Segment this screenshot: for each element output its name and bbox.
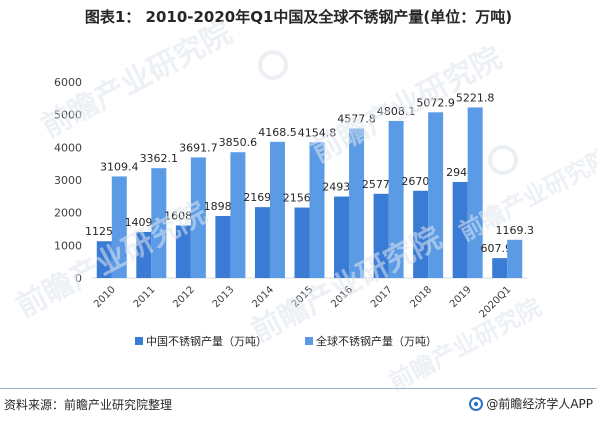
bar (96, 241, 112, 278)
bar (349, 128, 365, 278)
data-label: 4168.5 (258, 126, 297, 139)
legend-swatch (135, 337, 143, 345)
bar (151, 168, 167, 278)
data-label: 3362.1 (140, 152, 179, 165)
y-tick-label: 2000 (54, 207, 82, 220)
bar (269, 141, 285, 278)
x-tick-label: 2019 (448, 284, 474, 310)
bar (111, 176, 127, 278)
x-tick-label: 2013 (211, 284, 237, 310)
watermark-logo (258, 50, 288, 80)
x-tick-label: 2011 (132, 284, 158, 310)
data-label: 3691.7 (179, 141, 218, 154)
y-tick-label: 6000 (54, 76, 82, 89)
source-note: 资料来源：前瞻产业研究院整理 (4, 398, 173, 412)
data-label: 5072.9 (416, 96, 455, 109)
x-tick-label: 2015 (290, 284, 316, 310)
bar (294, 207, 310, 278)
data-label: 3109.4 (100, 160, 139, 173)
x-tick-label: 2012 (171, 284, 197, 310)
data-label: 5221.8 (456, 91, 495, 104)
bar (507, 239, 523, 278)
x-tick-label: 2020Q1 (478, 284, 514, 320)
brand-text: @前瞻经济学人APP (486, 397, 593, 411)
bar (428, 112, 444, 278)
data-label: 4808.1 (377, 105, 416, 118)
bar (467, 107, 483, 278)
bar (413, 190, 429, 278)
bar (175, 225, 191, 278)
y-tick-label: 3000 (54, 174, 82, 187)
bar (452, 181, 468, 278)
x-tick-label: 2017 (369, 284, 395, 310)
x-tick-label: 2016 (329, 284, 355, 310)
bar-chart: 01000200030004000500060001125.63109.4201… (54, 76, 534, 348)
footer-divider (0, 388, 597, 389)
data-label: 4577.8 (337, 112, 376, 125)
bar (190, 157, 206, 278)
bar (388, 120, 404, 279)
x-tick-label: 2010 (92, 284, 118, 310)
y-tick-label: 0 (75, 272, 82, 285)
y-tick-label: 5000 (54, 109, 82, 122)
x-tick-label: 2018 (408, 284, 434, 310)
data-label: 3850.6 (219, 136, 258, 149)
chart-title: 图表1： 2010-2020年Q1中国及全球不锈钢产量(单位：万吨) (84, 8, 513, 26)
bar (136, 231, 152, 278)
bar (309, 142, 325, 278)
legend-label: 中国不锈钢产量（万吨） (146, 334, 267, 348)
watermark-logo (488, 145, 518, 175)
bar (373, 193, 389, 278)
brand-logo-icon (469, 396, 484, 411)
brand-credit: @前瞻经济学人APP (469, 395, 593, 412)
bar (254, 207, 270, 278)
bar (492, 258, 508, 278)
data-label: 1169.3 (495, 224, 534, 237)
data-label: 2940 (446, 166, 474, 179)
x-tick-label: 2014 (250, 284, 276, 310)
bar (215, 215, 231, 278)
data-label: 4154.8 (298, 126, 337, 139)
legend-label: 全球不锈钢产量（万吨） (316, 334, 437, 348)
bar (334, 196, 350, 278)
bar (230, 152, 246, 278)
y-tick-label: 1000 (54, 239, 82, 252)
legend-swatch (305, 337, 313, 345)
y-tick-label: 4000 (54, 141, 82, 154)
